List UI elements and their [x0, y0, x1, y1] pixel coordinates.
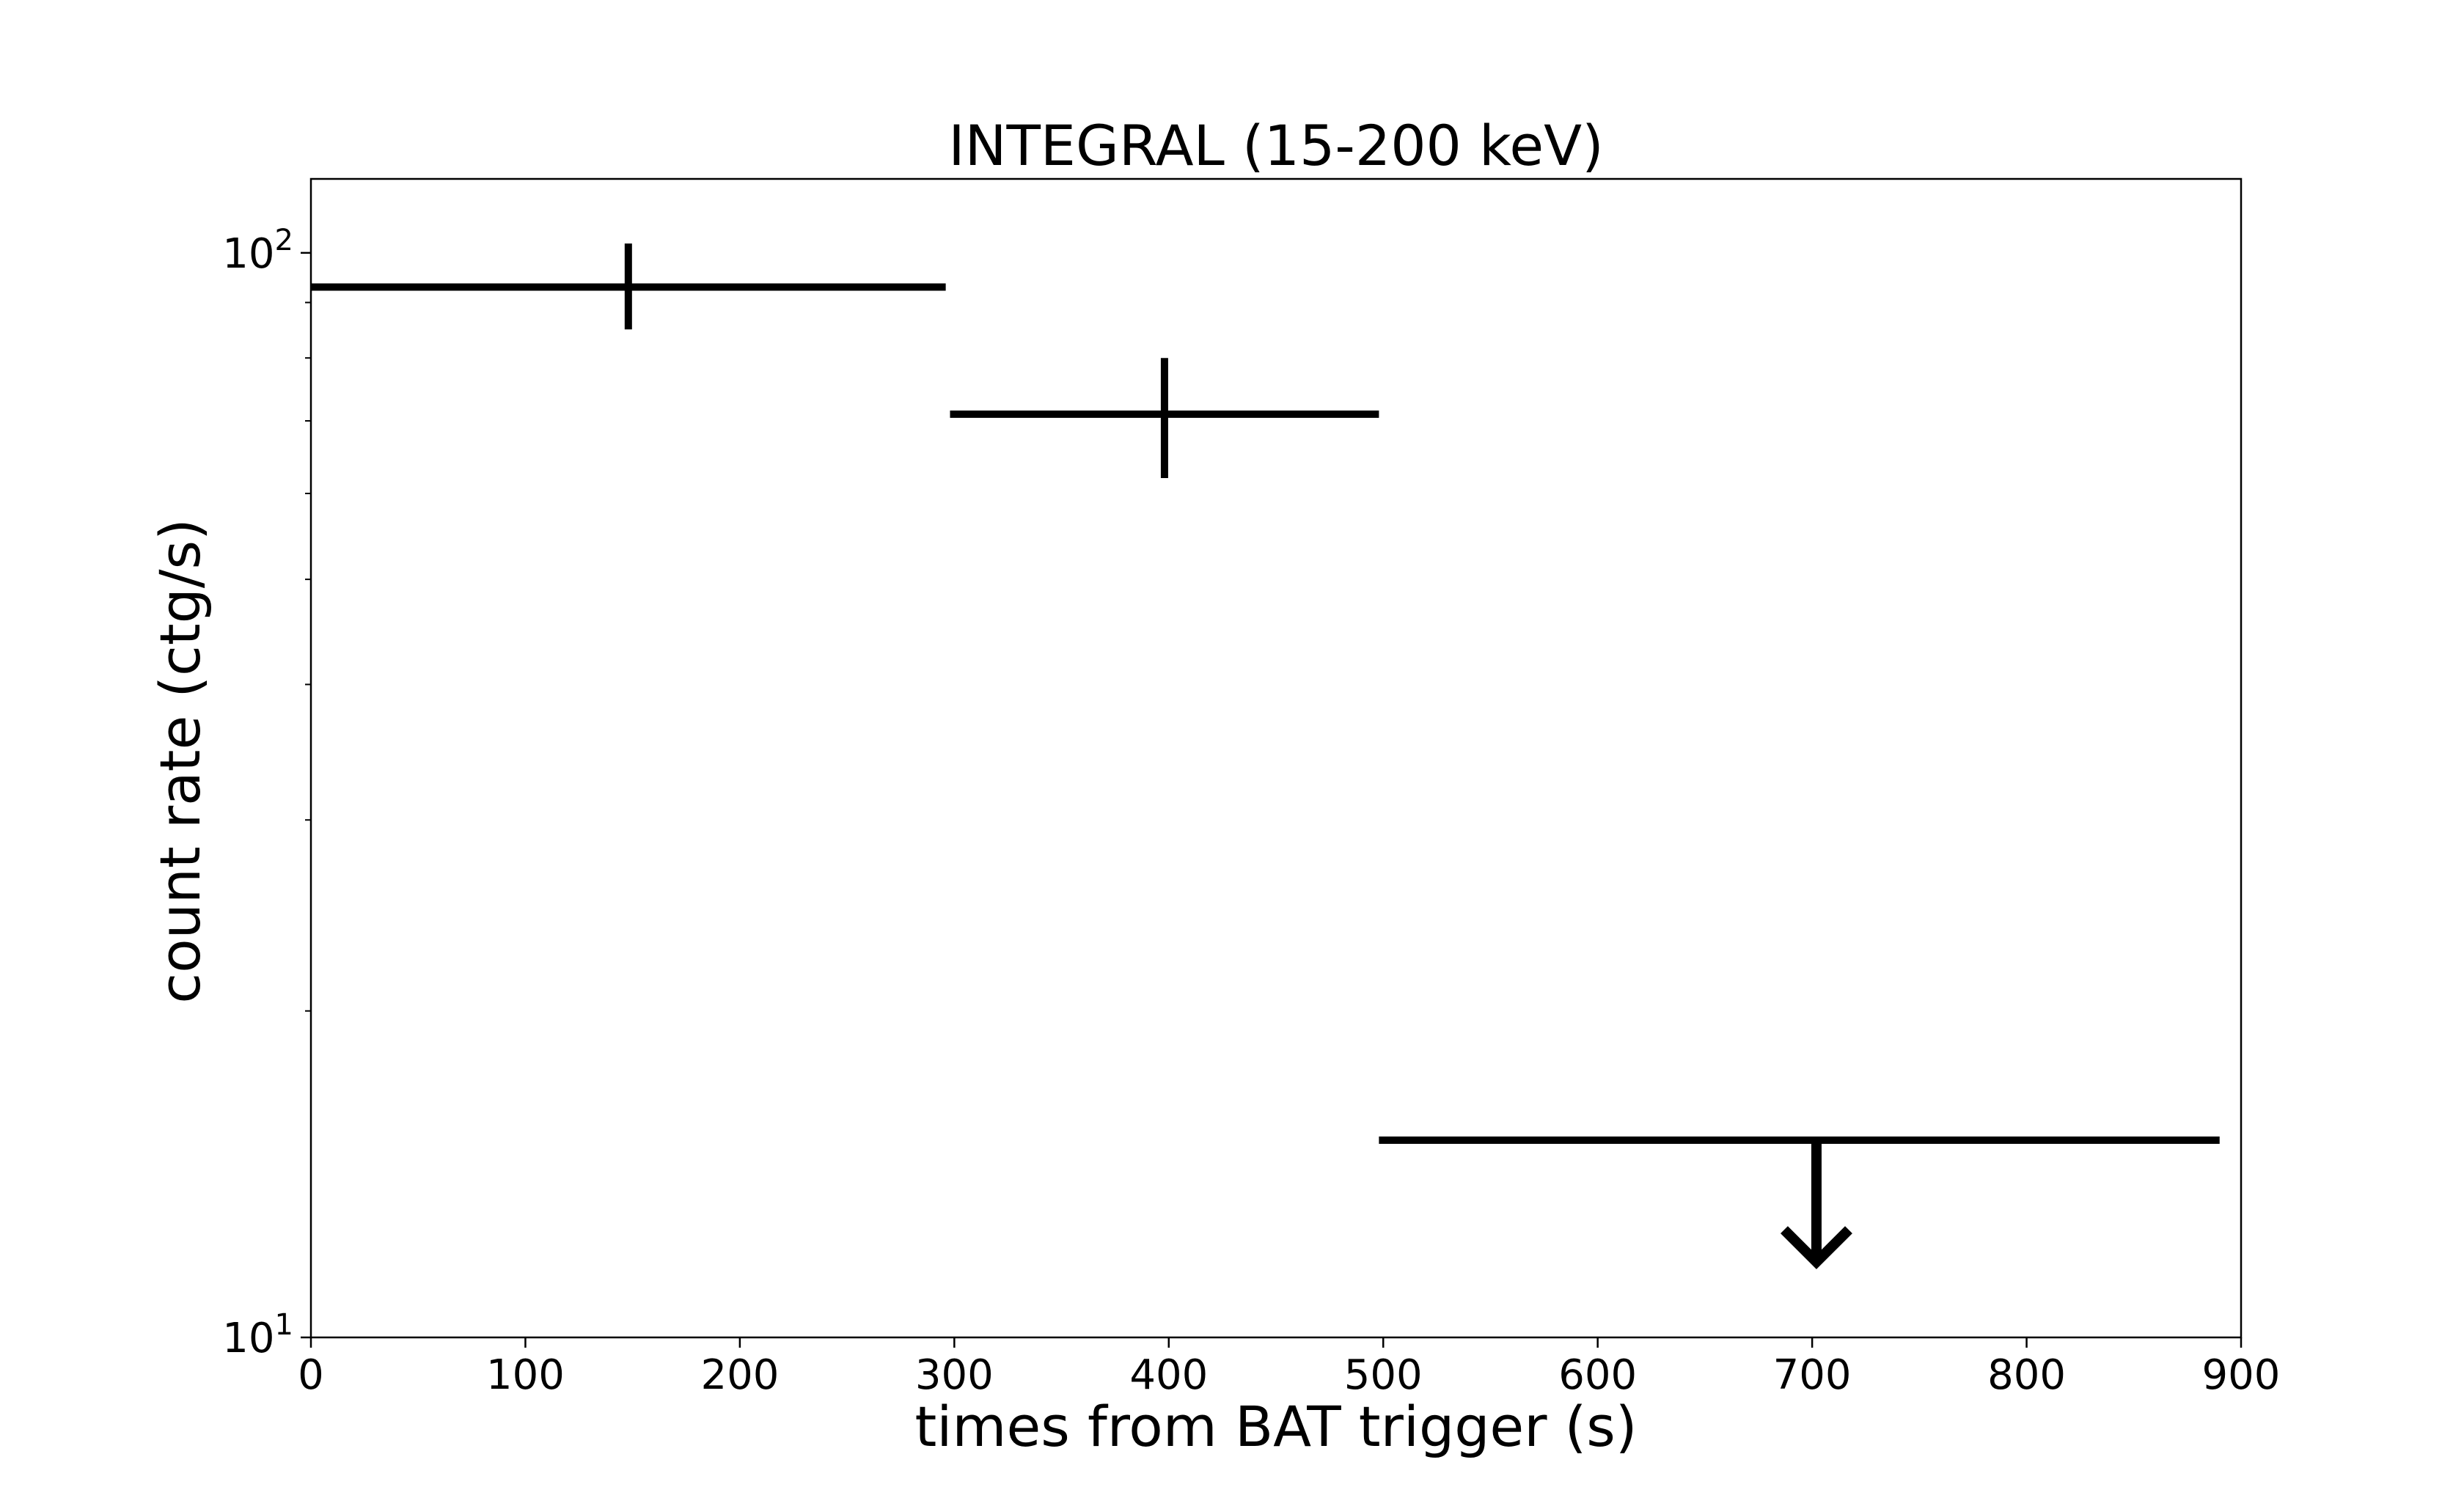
x-axis-label: times from BAT trigger (s)	[915, 1394, 1638, 1459]
y-axis-label: count rate (ctg/s)	[147, 518, 213, 1003]
x-tick-label: 200	[700, 1351, 779, 1399]
chart-title: INTEGRAL (15-200 keV)	[948, 113, 1604, 178]
x-tick-label: 800	[1987, 1351, 2066, 1399]
x-tick-label: 400	[1129, 1351, 1208, 1399]
x-tick-label: 700	[1773, 1351, 1852, 1399]
x-tick-label: 300	[915, 1351, 994, 1399]
x-axis-ticks: 0 100 200 300 400 500 600 700 800 900	[298, 1337, 2280, 1399]
x-tick-label: 100	[486, 1351, 565, 1399]
x-tick-label: 600	[1558, 1351, 1637, 1399]
data-points	[311, 243, 2220, 1270]
y-tick-label: 101	[222, 1308, 293, 1362]
plot-frame	[309, 177, 2243, 1339]
x-tick-label: 0	[298, 1351, 324, 1399]
x-tick-label: 900	[2202, 1351, 2281, 1399]
upper-limit-arrow-head	[1781, 1226, 1852, 1270]
y-axis-ticks: 101 102	[222, 224, 311, 1362]
y-tick-label: 102	[222, 224, 293, 278]
x-tick-label: 500	[1344, 1351, 1423, 1399]
